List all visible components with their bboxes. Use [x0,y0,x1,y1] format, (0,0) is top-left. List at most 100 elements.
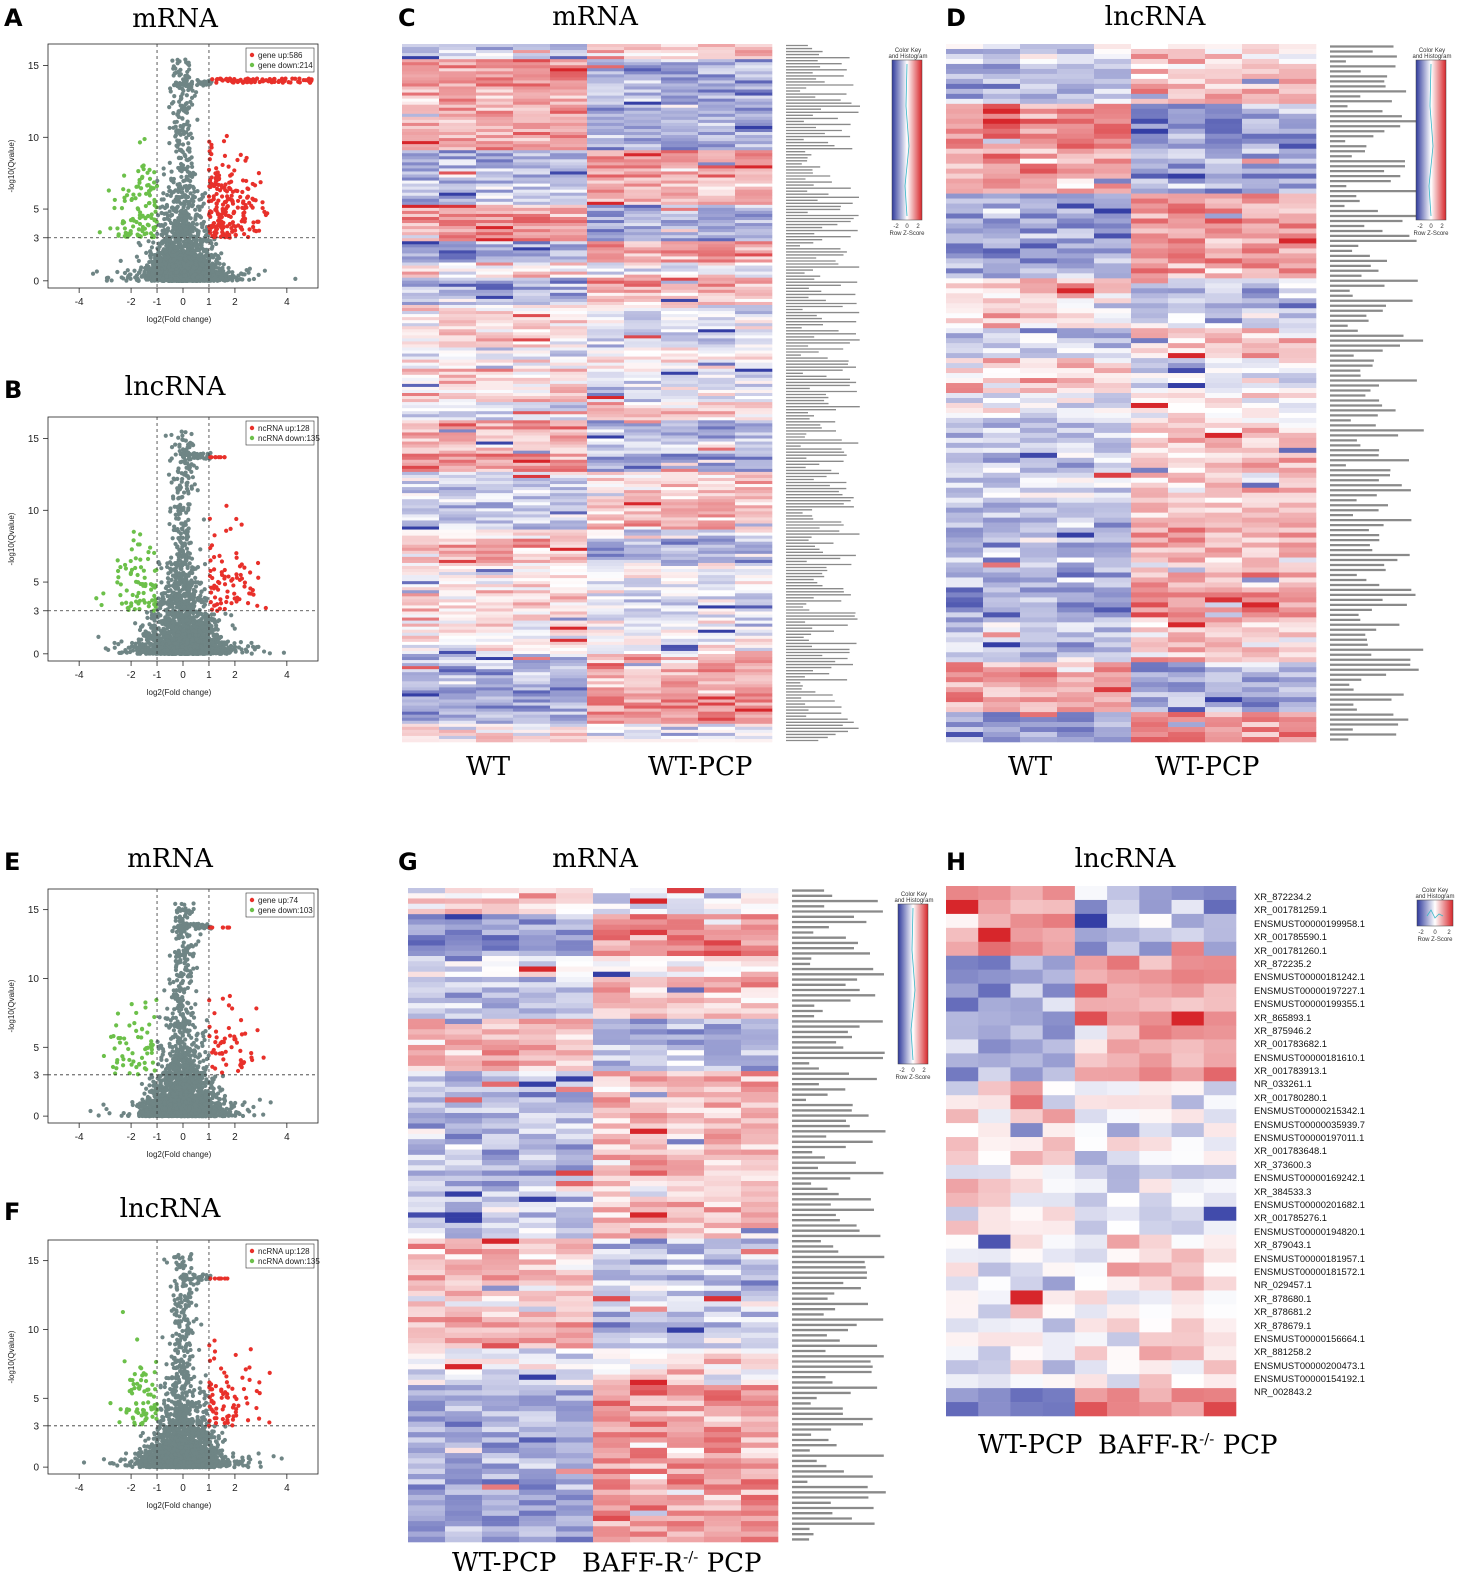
point-up [250,196,255,201]
point-ns [250,644,256,649]
point-ns [201,451,206,456]
point-ns [186,200,191,205]
point-ns [201,604,206,609]
point-up [232,591,237,596]
point-up [241,79,246,85]
point-down [137,192,142,197]
point-ns [166,278,171,283]
point-ns [160,276,165,282]
point-ns [176,601,181,606]
point-ns [168,271,173,276]
point-ns [169,432,174,438]
point-ns [181,223,186,228]
point-down [151,234,156,240]
point-up [230,220,235,225]
y-axis-label: -log10(Qvalue) [7,139,16,192]
point-ns [173,568,178,574]
point-up [239,227,245,232]
point-ns [187,123,192,128]
point-up [276,78,282,83]
point-ns [140,623,145,628]
point-down [153,209,158,214]
point-down [121,187,126,192]
point-down [139,175,145,181]
point-up [225,589,230,594]
point-ns [169,243,175,248]
point-ns [126,645,131,650]
point-ns [183,195,188,200]
point-ns [180,116,185,121]
point-ns [209,648,214,654]
point-up [235,198,241,204]
point-up [241,213,246,218]
point-ns [189,240,194,245]
point-ns [187,502,192,507]
point-ns [184,93,189,98]
point-ns [186,141,191,146]
point-ns [201,517,207,522]
point-ns [179,174,184,180]
point-up [243,158,248,163]
point-ns [170,636,175,641]
legend-down-label: gene down:214 [258,61,313,70]
point-up [238,194,243,200]
point-ns [226,645,231,650]
point-ns [205,238,210,243]
point-up [306,76,312,81]
point-ns [203,276,208,282]
point-ns [222,651,228,656]
point-ns [159,566,164,571]
point-ns [186,507,191,512]
point-ns [180,560,186,565]
point-ns [194,234,199,239]
point-up [206,167,212,172]
point-ns [165,213,171,218]
point-ns [192,644,197,649]
point-up [226,164,231,169]
point-ns [186,580,191,585]
point-ns [293,276,298,281]
point-up [288,80,293,85]
point-up [280,78,285,83]
point-ns [149,245,155,250]
point-ns [155,178,160,183]
point-ns [136,646,141,651]
point-ns [178,571,184,576]
point-ns [176,435,181,440]
point-down [145,170,150,175]
point-ns [188,202,193,208]
point-ns [196,639,201,644]
point-down [152,170,157,175]
point-ns [177,483,182,488]
point-down [136,227,142,232]
point-ns [177,128,182,133]
point-ns [217,267,222,272]
point-ns [181,205,186,210]
point-up [216,222,221,227]
point-down [130,224,136,229]
point-ns [190,229,195,234]
point-ns [151,616,156,622]
point-ns [123,648,128,653]
point-up [240,178,246,183]
point-ns [176,261,182,266]
point-ns [219,272,224,277]
point-up [234,516,239,522]
point-ns [173,188,178,193]
point-ns [232,641,237,646]
point-ns [143,266,149,271]
point-up [225,595,230,600]
point-ns [146,272,151,278]
point-ns [189,441,195,446]
point-ns [177,554,182,559]
point-up [229,601,234,606]
point-ns [202,587,207,592]
point-ns [163,608,168,613]
point-up [220,206,225,212]
point-ns [191,265,196,271]
point-ns [178,212,183,217]
point-ns [218,634,224,640]
point-down [122,195,127,200]
point-ns [185,461,190,466]
point-up [256,171,261,176]
